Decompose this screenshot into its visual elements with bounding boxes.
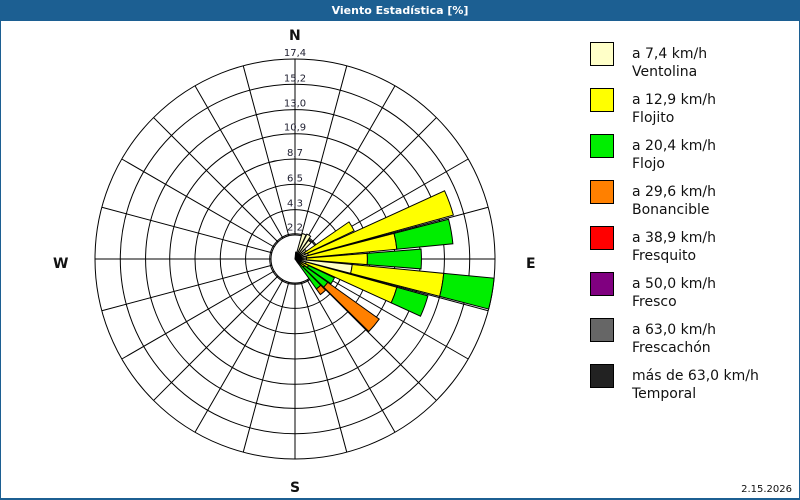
legend-label: Frescachón <box>632 340 711 356</box>
legend-swatch <box>590 318 614 342</box>
svg-text:2,2: 2,2 <box>287 223 303 234</box>
svg-text:15,2: 15,2 <box>284 73 306 84</box>
wind-sector <box>322 281 380 333</box>
legend-label: Bonancible <box>632 202 710 218</box>
svg-text:4,3: 4,3 <box>287 199 303 210</box>
legend-speed: a 7,4 km/h <box>632 46 708 62</box>
wind-sector <box>303 221 355 255</box>
legend-label: Fresco <box>632 294 677 310</box>
wind-sector <box>306 190 455 256</box>
date-stamp: 2.15.2026 <box>741 484 792 495</box>
wind-sector <box>294 239 312 260</box>
wind-sector <box>306 264 336 285</box>
wind-sector <box>366 248 422 270</box>
legend-swatch <box>590 134 614 158</box>
svg-text:8,7: 8,7 <box>287 148 303 159</box>
svg-text:13,0: 13,0 <box>284 99 306 110</box>
legend-swatch <box>590 180 614 204</box>
south-label: S <box>290 480 301 496</box>
west-label: W <box>53 256 69 272</box>
legend-swatch <box>590 88 614 112</box>
legend-label: Ventolina <box>632 64 698 80</box>
north-label: N <box>289 28 301 44</box>
svg-text:10,9: 10,9 <box>284 123 306 134</box>
wind-rose-chart: 2,2 4,3 6,5 8,7 10,9 13,0 15,2 17,4 <box>94 48 496 460</box>
window-title: Viento Estadística [%] <box>0 0 800 21</box>
legend-swatch <box>590 42 614 66</box>
legend-swatch <box>590 364 614 388</box>
wind-sector <box>315 284 327 296</box>
legend-speed: a 63,0 km/h <box>632 322 716 338</box>
legend-label: Fresquito <box>632 248 697 264</box>
wind-sector <box>390 286 429 317</box>
legend-label: Flojo <box>632 156 665 172</box>
legend-swatch <box>590 226 614 250</box>
legend-label: Flojito <box>632 110 675 126</box>
legend-label: Temporal <box>632 386 697 402</box>
wind-sector <box>439 272 495 310</box>
radial-tick-labels: 2,2 4,3 6,5 8,7 10,9 13,0 15,2 17,4 <box>284 48 306 234</box>
wind-sector <box>393 218 454 250</box>
legend-swatch <box>590 272 614 296</box>
legend-speed: a 38,9 km/h <box>632 230 716 246</box>
legend-speed: a 50,0 km/h <box>632 276 716 292</box>
legend-speed: a 20,4 km/h <box>632 138 716 154</box>
svg-text:6,5: 6,5 <box>287 173 303 184</box>
svg-text:17,4: 17,4 <box>284 48 306 59</box>
wind-sectors <box>294 190 495 333</box>
east-label: E <box>526 256 536 272</box>
legend-speed: a 12,9 km/h <box>632 92 716 108</box>
legend-speed: a 29,6 km/h <box>632 184 716 200</box>
legend-speed: más de 63,0 km/h <box>632 368 759 384</box>
bottom-border <box>0 498 800 500</box>
